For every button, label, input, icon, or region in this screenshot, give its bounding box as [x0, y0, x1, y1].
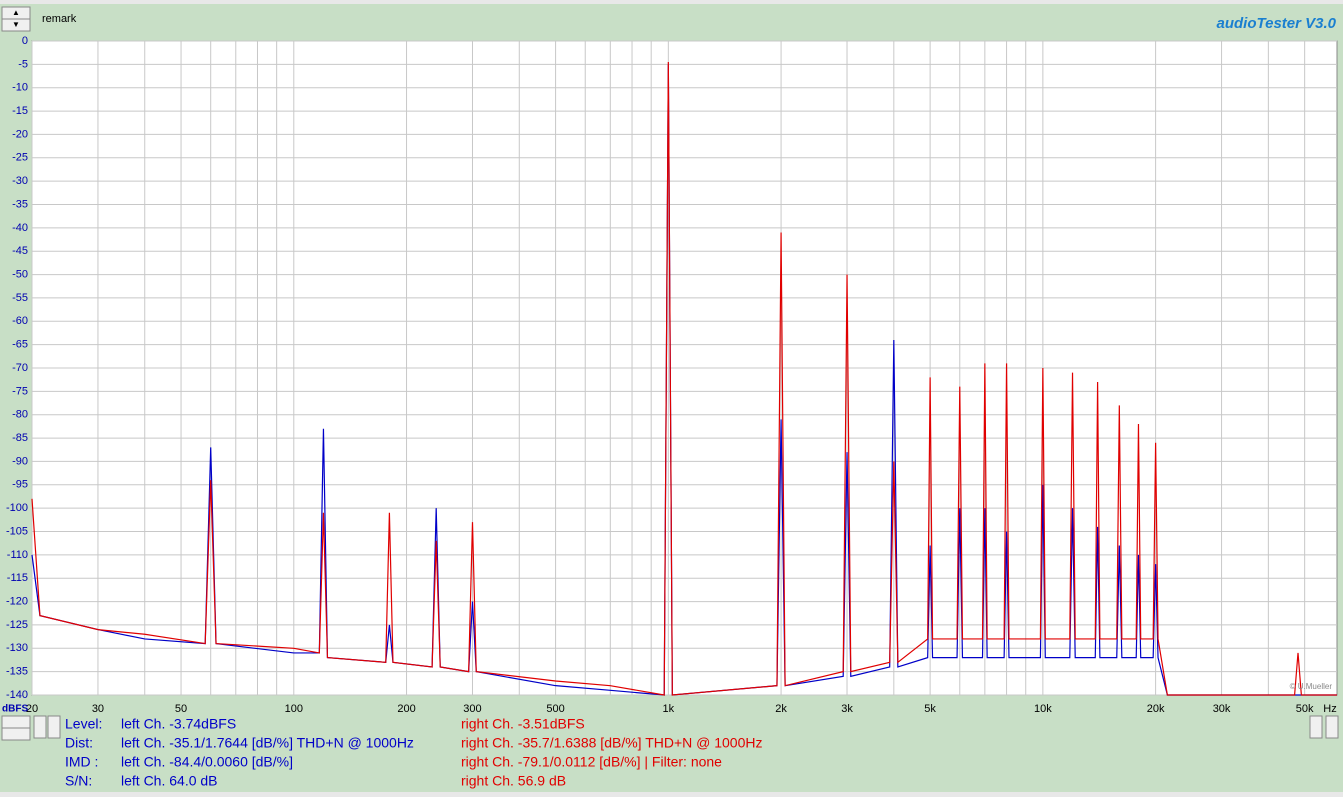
y-tick-label: -60: [12, 315, 28, 327]
y-tick-label: -120: [6, 595, 28, 607]
axis-labels: 0 -5 -10 -15 -20 -25 -30 -35 -40 -45 -50 -55 -60 -65 -…: [6, 35, 1314, 715]
app-title: audioTester V3.0: [1217, 15, 1337, 32]
watermark: © U.Mueller: [1290, 682, 1333, 691]
y-tick-label: 0: [22, 35, 28, 47]
readout-label: Level:: [65, 716, 102, 732]
scroll-left[interactable]: [33, 715, 47, 739]
scroll-right[interactable]: [47, 715, 61, 739]
readout-right: right Ch. 56.9 dB: [461, 773, 566, 789]
y-tick-label: -90: [12, 455, 28, 467]
scroll-right[interactable]: [1325, 715, 1339, 739]
x-tick-label: 30: [92, 703, 104, 715]
x-tick-label: 300: [463, 703, 481, 715]
y-tick-label: -105: [6, 525, 28, 537]
y-tick-label: -125: [6, 619, 28, 631]
x-tick-label: 200: [397, 703, 415, 715]
x-unit: Hz: [1323, 703, 1336, 715]
y-tick-label: -75: [12, 385, 28, 397]
top-edge: [0, 0, 1343, 4]
y-tick-label: -45: [12, 245, 28, 257]
y-tick-label: -50: [12, 268, 28, 280]
x-tick-label: 30k: [1213, 703, 1231, 715]
y-unit: dBFS: [2, 704, 28, 715]
readout-right: right Ch. -35.7/1.6388 [dB/%] THD+N @ 10…: [461, 735, 763, 751]
remark-label: remark: [42, 13, 77, 25]
x-tick-label: 100: [285, 703, 303, 715]
readout-label: IMD :: [65, 754, 98, 770]
grid: [31, 40, 1337, 696]
y-tick-label: -65: [12, 339, 28, 351]
x-tick-label: 3k: [841, 703, 853, 715]
y-tick-label: -25: [12, 152, 28, 164]
y-tick-label: -15: [12, 105, 28, 117]
status-strip: [0, 792, 1343, 797]
y-tick-label: -85: [12, 432, 28, 444]
x-tick-label: 20k: [1147, 703, 1165, 715]
scroll-left[interactable]: [1309, 715, 1323, 739]
readout-left: left Ch. -35.1/1.7644 [dB/%] THD+N @ 100…: [121, 735, 414, 751]
x-tick-label: 50k: [1296, 703, 1314, 715]
readout-left: left Ch. 64.0 dB: [121, 773, 218, 789]
y-tick-label: -5: [18, 58, 28, 70]
y-tick-label: -30: [12, 175, 28, 187]
y-tick-label: -20: [12, 128, 28, 140]
readout-right: right Ch. -79.1/0.0112 [dB/%] | Filter: …: [461, 754, 722, 770]
y-tick-label: -115: [7, 572, 28, 584]
y-tick-label: -40: [12, 222, 28, 234]
x-tick-label: 50: [175, 703, 187, 715]
readout-right: right Ch. -3.51dBFS: [461, 716, 585, 732]
readout-label: Dist:: [65, 735, 93, 751]
y-tick-label: -130: [6, 642, 28, 654]
y-tick-label: -140: [6, 689, 28, 701]
readout-panel: Level: left Ch. -3.74dBFS right Ch. -3.51d…: [65, 716, 763, 789]
y-tick-label: -10: [12, 82, 28, 94]
y-tick-label: -80: [12, 409, 28, 421]
y-tick-label: -110: [7, 549, 28, 561]
readout-left: left Ch. -84.4/0.0060 [dB/%]: [121, 754, 293, 770]
x-tick-label: 20: [26, 703, 38, 715]
x-tick-label: 1k: [663, 703, 675, 715]
y-tick-label: -95: [12, 479, 28, 491]
spectrum-line: [31, 62, 1337, 696]
y-tick-label: -135: [6, 666, 28, 678]
x-tick-label: 2k: [775, 703, 787, 715]
readout-label: S/N:: [65, 773, 92, 789]
spectrum-line: [31, 64, 1337, 696]
y-tick-label: -55: [12, 292, 28, 304]
y-tick-label: -100: [6, 502, 28, 514]
x-tick-label: 10k: [1034, 703, 1052, 715]
x-tick-label: 5k: [924, 703, 936, 715]
readout-left: left Ch. -3.74dBFS: [121, 716, 236, 732]
y-tick-label: -70: [12, 362, 28, 374]
spin-down: ▼: [12, 20, 20, 29]
spin-up: ▲: [12, 8, 20, 17]
x-tick-label: 500: [546, 703, 564, 715]
y-tick-label: -35: [12, 198, 28, 210]
spectrum: [31, 62, 1337, 696]
